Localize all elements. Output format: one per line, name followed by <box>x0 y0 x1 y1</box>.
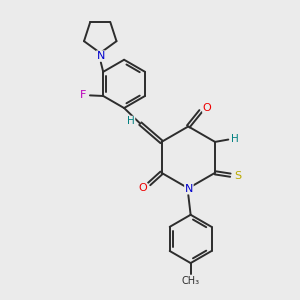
Text: H: H <box>127 116 135 126</box>
Text: O: O <box>138 183 147 194</box>
Text: O: O <box>203 103 212 112</box>
Text: N: N <box>97 51 105 61</box>
Text: H: H <box>231 134 239 144</box>
Text: S: S <box>234 171 241 182</box>
Text: N: N <box>185 184 193 194</box>
Text: CH₃: CH₃ <box>182 276 200 286</box>
Text: F: F <box>80 90 87 100</box>
